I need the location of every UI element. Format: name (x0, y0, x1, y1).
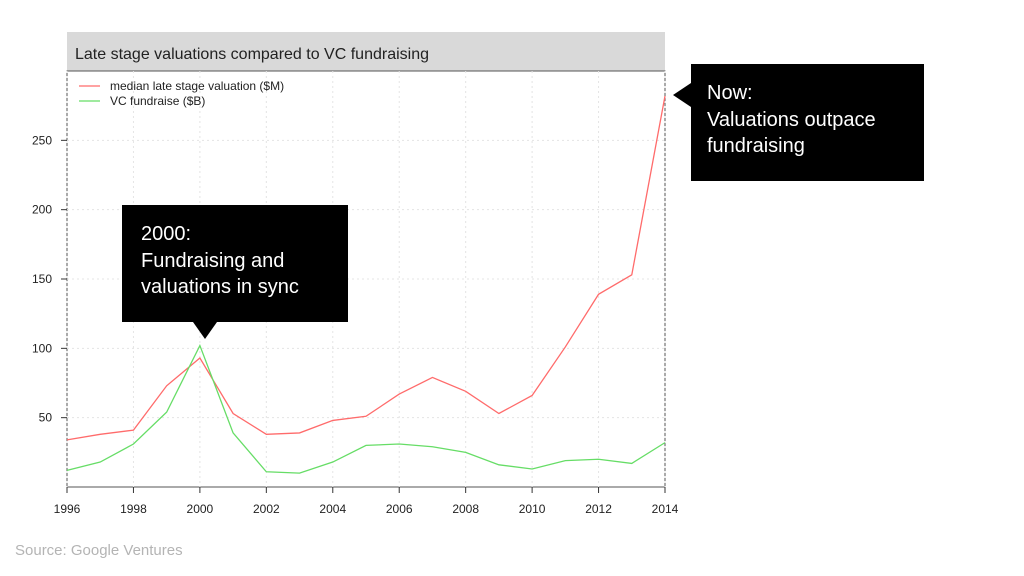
y-tick-label: 50 (39, 411, 53, 425)
y-tick-label: 150 (32, 272, 52, 286)
x-tick-label: 1996 (54, 502, 81, 516)
x-tick-label: 2006 (386, 502, 413, 516)
x-tick-label: 1998 (120, 502, 147, 516)
x-tick-label: 2010 (519, 502, 546, 516)
callout-2000: 2000: Fundraising and valuations in sync (122, 205, 348, 322)
x-tick-label: 2004 (319, 502, 346, 516)
callout-2000-pointer (193, 322, 217, 339)
callout-2000-line: 2000: (141, 223, 192, 245)
callout-now: Now: Valuations outpace fundraising (691, 64, 924, 181)
callout-2000-line: Fundraising and (141, 249, 285, 272)
y-tick-label: 200 (32, 203, 52, 217)
x-tick-label: 2012 (585, 502, 612, 516)
x-tick-label: 2002 (253, 502, 280, 516)
y-tick-label: 100 (32, 341, 52, 355)
callout-2000-line: valuations in sync (141, 276, 299, 298)
x-tick-label: 2008 (452, 502, 479, 516)
legend-label-0: median late stage valuation ($M) (110, 79, 284, 93)
title-bar (67, 32, 665, 71)
chart-title: Late stage valuations compared to VC fun… (75, 46, 429, 63)
legend: median late stage valuation ($M)VC fundr… (79, 79, 284, 108)
x-tick-label: 2014 (652, 502, 679, 516)
callout-now-line: Now: (707, 82, 753, 104)
callout-now-pointer (673, 83, 691, 107)
axes: 1996 1998 2000 2002 2004 2006 2008 2010 2012 2014… (32, 133, 679, 516)
callout-now-line: fundraising (707, 135, 805, 157)
series-line-1 (66, 343, 666, 474)
legend-label-1: VC fundraise ($B) (110, 94, 205, 108)
series-line-0 (66, 95, 666, 441)
y-tick-label: 250 (32, 133, 52, 147)
series (66, 95, 666, 474)
callout-now-line: Valuations outpace (707, 108, 876, 131)
x-tick-label: 2000 (187, 502, 214, 516)
source-note: Source: Google Ventures (15, 542, 183, 559)
